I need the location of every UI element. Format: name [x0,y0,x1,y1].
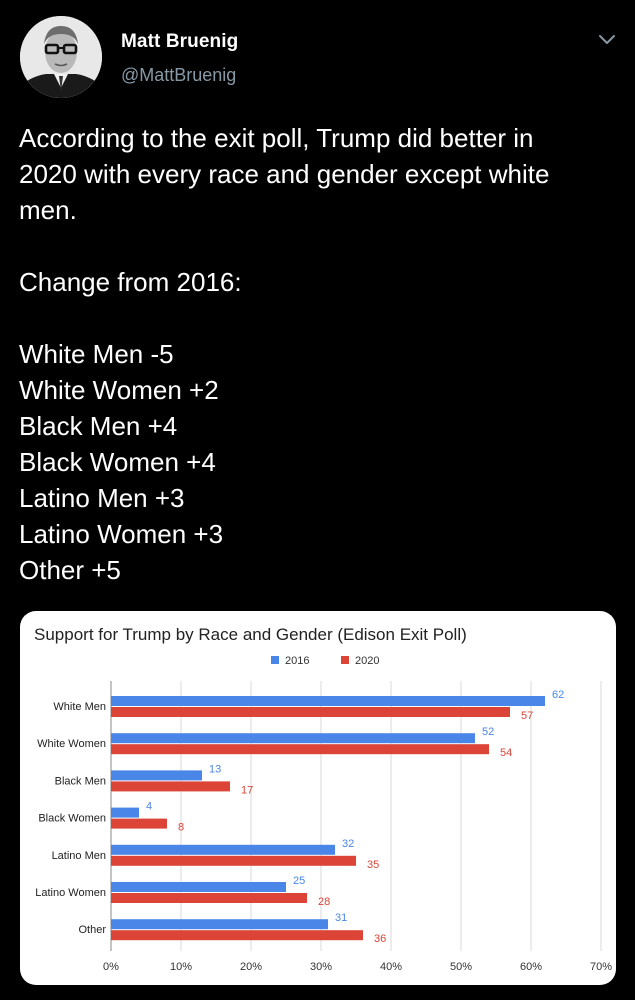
x-tick-label: 60% [520,961,542,973]
data-label-2020: 35 [367,859,379,871]
data-label-2020: 28 [318,896,330,908]
category-label: Latino Women [35,887,106,899]
tweet-line: White Men -5 [19,339,174,369]
legend-label-2016: 2016 [285,655,309,667]
author-display-name[interactable]: Matt Bruenig [121,31,239,52]
chart-title: Support for Trump by Race and Gender (Ed… [34,625,467,644]
bar-2020 [111,707,510,717]
tweet-line: men. [19,195,77,225]
tweet-line: According to the exit poll, Trump did be… [19,123,534,153]
category-label: Latino Men [52,850,106,862]
tweet-line: Latino Men +3 [19,483,185,513]
bar-2020 [111,818,167,829]
data-label-2016: 32 [342,838,354,850]
tweet-line: Change from 2016: [19,267,242,297]
category-label: Other [78,924,106,936]
legend-label-2020: 2020 [355,655,379,667]
chevron-down-icon[interactable] [594,26,620,52]
data-label-2020: 57 [521,710,533,722]
data-label-2016: 52 [482,726,494,738]
x-tick-label: 10% [170,961,192,973]
bar-2020 [111,930,363,941]
bar-2016 [111,770,202,781]
tweet-blank-line [19,300,619,336]
bar-2020 [111,893,307,903]
data-label-2016: 13 [209,763,221,775]
tweet-blank-line [19,228,619,264]
bar-2016 [111,807,139,818]
tweet-header: Matt Bruenig @MattBruenig [0,0,635,110]
bar-2020 [111,855,356,866]
x-tick-label: 0% [103,961,119,973]
author-handle[interactable]: @MattBruenig [121,65,237,85]
bar-2020 [111,781,230,792]
x-tick-label: 70% [590,961,612,973]
bar-2016 [111,882,286,892]
category-label: White Women [37,738,106,750]
x-tick-label: 50% [450,961,472,973]
bar-chart: Support for Trump by Race and Gender (Ed… [34,625,612,973]
data-label-2016: 62 [552,689,564,701]
data-label-2016: 25 [293,875,305,887]
x-tick-label: 30% [310,961,332,973]
x-tick-label: 40% [380,961,402,973]
legend-swatch-2020 [341,656,349,664]
data-label-2020: 8 [178,822,184,834]
tweet-line: Black Men +4 [19,411,178,441]
data-label-2020: 54 [500,747,512,759]
category-label: Black Men [55,775,106,787]
tweet-line: White Women +2 [19,375,219,405]
tweet-line: 2020 with every race and gender except w… [19,159,550,189]
data-label-2016: 4 [146,801,152,813]
bar-2016 [111,733,475,744]
tweet-line: Black Women +4 [19,447,216,477]
legend-swatch-2016 [271,656,279,664]
category-label: White Men [53,701,106,713]
data-label-2020: 17 [241,784,253,796]
avatar[interactable] [20,16,102,98]
avatar-photo [20,16,102,98]
x-tick-label: 20% [240,961,262,973]
bar-2016 [111,696,545,706]
chart-image[interactable]: Support for Trump by Race and Gender (Ed… [20,611,616,985]
category-label: Black Women [38,813,106,825]
tweet-line: Latino Women +3 [19,519,224,549]
data-label-2020: 36 [374,933,386,945]
tweet-line: Other +5 [19,555,121,585]
tweet-text: According to the exit poll, Trump did be… [19,120,619,588]
data-label-2016: 31 [335,912,347,924]
bar-2016 [111,919,328,930]
bar-2020 [111,744,489,755]
bar-2016 [111,844,335,855]
